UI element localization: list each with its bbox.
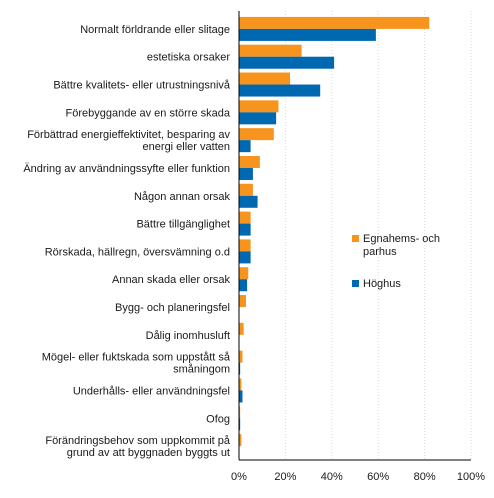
bar-egnahems — [239, 295, 246, 308]
category-label: Ändring av användningssyfte eller funkti… — [23, 163, 230, 175]
bar-egnahems — [239, 72, 291, 85]
bar-hoghus — [239, 362, 241, 375]
category-label: Bygg- och planeringsfel — [115, 302, 230, 314]
category-label: Normalt förldrande eller slitage — [80, 24, 230, 36]
legend-label: Egnahems- och parhus — [363, 233, 440, 258]
bars — [239, 16, 430, 447]
bar-egnahems — [239, 128, 274, 141]
category-label: Underhålls- eller användningsfel — [73, 385, 230, 397]
category-label: Bättre tillgänglighet — [136, 219, 230, 231]
legend-label: Höghus — [363, 278, 401, 290]
category-label: Bättre kvalitets- eller utrustningsnivå — [53, 80, 231, 92]
category-label: Förbättrad energieffektivitet, besparing… — [27, 129, 230, 153]
bar-hoghus — [239, 56, 335, 69]
bar-egnahems — [239, 350, 243, 363]
x-tick-labels: 0% 20% 40% 60% 80% 100% — [231, 471, 485, 483]
bar-hoghus — [239, 140, 251, 153]
category-label: Rörskada, hällregn, översvämning o.d — [45, 246, 230, 258]
x-tick-label: 20% — [274, 471, 296, 483]
bar-egnahems — [239, 211, 251, 224]
bar-hoghus — [239, 390, 243, 403]
bar-egnahems — [239, 239, 251, 252]
x-tick-label: 100% — [457, 471, 485, 483]
category-label: Ofog — [206, 413, 230, 425]
bar-hoghus — [239, 223, 251, 236]
bar-egnahems — [239, 155, 260, 168]
bar-hoghus — [239, 418, 241, 431]
bar-egnahems — [239, 183, 253, 196]
category-label: Dålig inomhusluft — [146, 330, 230, 342]
category-label: Förändringsbehov som uppkommit på grund a… — [45, 435, 231, 459]
category-label: Förebyggande av en större skada — [66, 107, 231, 119]
x-tick-label: 80% — [414, 471, 436, 483]
bar-egnahems — [239, 267, 249, 280]
bar-hoghus — [239, 279, 248, 292]
bar-egnahems — [239, 44, 302, 57]
bar-egnahems — [239, 434, 242, 447]
category-label: Någon annan orsak — [134, 191, 231, 203]
category-label: estetiska orsaker — [147, 52, 230, 64]
bar-egnahems — [239, 322, 244, 335]
bar-egnahems — [239, 406, 241, 419]
category-label: Annan skada eller orsak — [112, 274, 231, 286]
bar-egnahems — [239, 100, 279, 113]
bar-hoghus — [239, 28, 376, 41]
bar-egnahems — [239, 16, 430, 29]
bar-hoghus — [239, 84, 321, 97]
bar-hoghus — [239, 167, 253, 180]
legend-swatch — [352, 235, 359, 242]
bar-hoghus — [239, 251, 251, 264]
legend-swatch — [352, 280, 359, 287]
x-tick-label: 60% — [367, 471, 389, 483]
bar-hoghus — [239, 112, 277, 125]
bar-egnahems — [239, 378, 242, 391]
legend: Egnahems- och parhus Höghus — [352, 233, 440, 290]
x-tick-label: 0% — [231, 471, 247, 483]
category-label: Mögel- eller fuktskada som uppstått så sm… — [42, 352, 231, 376]
category-labels: Normalt förldrande eller slitage estetisk… — [23, 24, 231, 459]
x-axis — [238, 11, 471, 461]
x-tick-label: 40% — [321, 471, 343, 483]
bar-hoghus — [239, 195, 258, 208]
